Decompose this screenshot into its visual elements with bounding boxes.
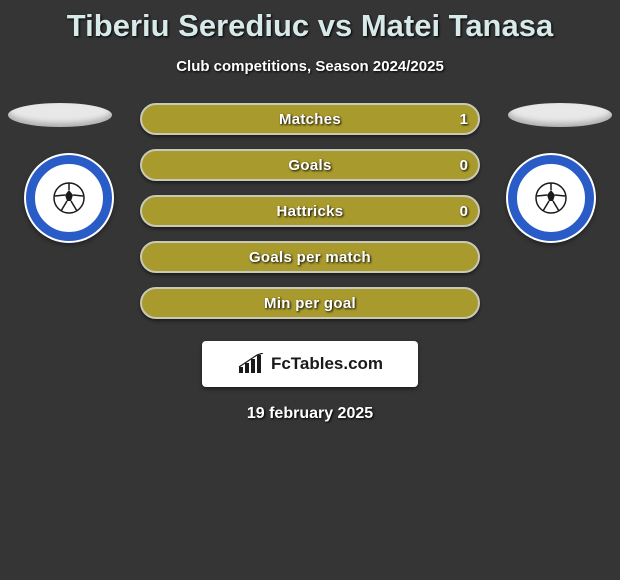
stat-label: Matches bbox=[279, 111, 341, 128]
stat-row-min-per-goal: Min per goal bbox=[140, 287, 480, 319]
update-date: 19 february 2025 bbox=[0, 405, 620, 423]
stat-row-goals-per-match: Goals per match bbox=[140, 241, 480, 273]
stat-label: Goals bbox=[288, 157, 331, 174]
stat-label: Goals per match bbox=[249, 249, 371, 266]
club-crest-icon bbox=[508, 155, 594, 241]
player-right-placeholder bbox=[508, 103, 612, 127]
brand-text: FcTables.com bbox=[271, 354, 383, 374]
compare-area: Matches 1 Goals 0 Hattricks 0 Goals per … bbox=[0, 103, 620, 319]
club-logo-left bbox=[24, 153, 114, 243]
brand-badge[interactable]: FcTables.com bbox=[202, 341, 418, 387]
stat-row-goals: Goals 0 bbox=[140, 149, 480, 181]
stat-right-value: 0 bbox=[460, 203, 468, 220]
club-crest-icon bbox=[26, 155, 112, 241]
season-subtitle: Club competitions, Season 2024/2025 bbox=[0, 58, 620, 75]
stats-list: Matches 1 Goals 0 Hattricks 0 Goals per … bbox=[140, 103, 480, 319]
stat-label: Min per goal bbox=[264, 295, 356, 312]
stat-right-value: 1 bbox=[460, 111, 468, 128]
bar-chart-icon bbox=[237, 353, 265, 375]
player-left-placeholder bbox=[8, 103, 112, 127]
stat-right-value: 0 bbox=[460, 157, 468, 174]
page-title: Tiberiu Serediuc vs Matei Tanasa bbox=[0, 0, 620, 44]
stat-label: Hattricks bbox=[277, 203, 344, 220]
club-logo-right bbox=[506, 153, 596, 243]
stat-row-hattricks: Hattricks 0 bbox=[140, 195, 480, 227]
stat-row-matches: Matches 1 bbox=[140, 103, 480, 135]
